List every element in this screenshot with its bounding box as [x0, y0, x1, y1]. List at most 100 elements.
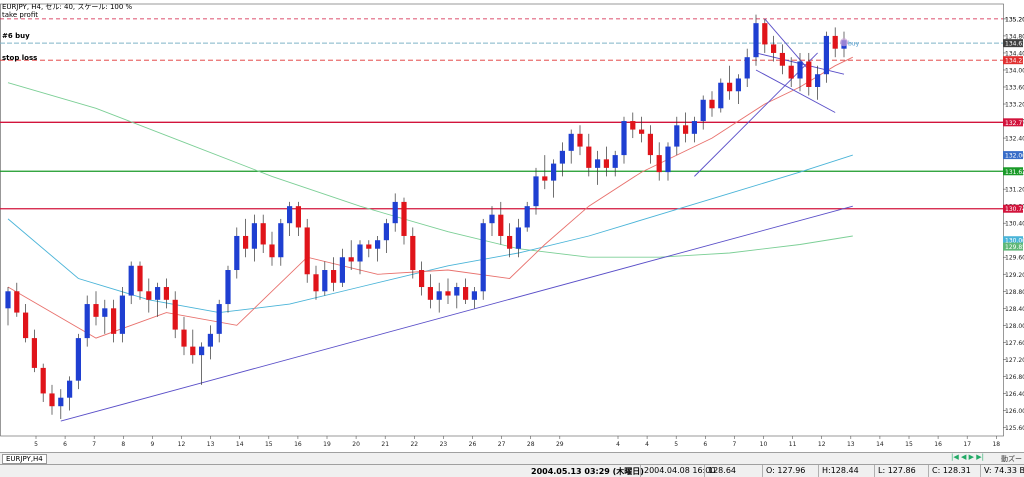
candle-body	[445, 291, 451, 296]
candle	[639, 116, 645, 143]
y-tick-label: 131.20	[1005, 187, 1024, 194]
x-tick-label: 13	[207, 441, 215, 448]
y-tick-label: 130.40	[1005, 221, 1024, 228]
chart-area[interactable]: 125.60 126.00 126.40 126.80 127.20 127.60 128.…	[0, 0, 1024, 452]
candle-body	[375, 240, 381, 249]
candle	[551, 159, 557, 198]
candle	[331, 257, 337, 292]
y-tick-label: 128.40	[1005, 306, 1024, 313]
moving-average-fast	[7, 56, 853, 339]
candle-body	[718, 82, 724, 109]
buy-order-label: #6 buy	[2, 32, 30, 40]
candle-body	[348, 257, 354, 262]
chart-tab-bar: EURJPY,H4 |◀ ◀ ▶ ▶| 動ズー	[0, 452, 1024, 464]
y-tick-label: 133.20	[1005, 102, 1024, 109]
price-label-box	[1003, 39, 1023, 48]
x-tick-label: 15	[905, 441, 913, 448]
candle	[445, 278, 451, 305]
status-bar-time: 2004.04.08 16:00	[644, 466, 716, 475]
candle-body	[674, 125, 680, 147]
candle	[23, 304, 29, 343]
x-tick-label: 4	[616, 441, 620, 448]
candle	[410, 227, 416, 279]
y-tick-label: 127.60	[1005, 340, 1024, 347]
candle-body	[735, 78, 741, 92]
candle	[586, 133, 592, 177]
x-tick-label: 7	[92, 441, 96, 448]
candle-body	[709, 99, 715, 109]
candle-body	[727, 82, 733, 92]
x-tick-label: 6	[63, 441, 67, 448]
status-price: 128.64	[708, 466, 736, 475]
candle	[111, 299, 117, 343]
candle-body	[111, 308, 117, 334]
candle	[75, 333, 81, 390]
status-open: O: 127.96	[766, 466, 806, 475]
candle	[533, 167, 539, 215]
buy-marker-icon	[840, 38, 848, 47]
candle	[84, 295, 90, 347]
scroll-right-icon[interactable]: ▶	[968, 453, 975, 461]
candle	[357, 240, 363, 275]
y-tick-label: 134.40	[1005, 50, 1024, 57]
candle-body	[392, 201, 398, 224]
candle	[146, 278, 152, 313]
candle-body	[788, 65, 794, 79]
price-label: 131.62	[1005, 169, 1024, 176]
price-label: 135.20	[1005, 16, 1024, 23]
candle-body	[383, 223, 389, 241]
candle	[577, 125, 583, 156]
candle-body	[304, 227, 310, 275]
scroll-last-icon[interactable]: ▶|	[976, 453, 984, 461]
scroll-first-icon[interactable]: |◀	[951, 453, 959, 461]
candle	[251, 214, 257, 262]
candle	[603, 146, 609, 177]
candle-body	[427, 287, 433, 300]
y-tick-label: 126.00	[1005, 408, 1024, 415]
y-tick-label: 126.80	[1005, 374, 1024, 381]
candle	[630, 112, 636, 139]
candle-body	[67, 380, 73, 398]
candle	[744, 48, 750, 87]
candle-body	[137, 265, 143, 292]
candle	[199, 342, 205, 385]
candle-body	[489, 214, 495, 224]
status-low: L: 127.86	[878, 466, 916, 475]
candle	[823, 31, 829, 83]
candle	[480, 218, 486, 300]
candle	[383, 218, 389, 253]
scroll-left-icon[interactable]: ◀	[961, 453, 967, 461]
candle	[683, 112, 689, 143]
candle	[207, 325, 213, 360]
candle	[5, 287, 11, 326]
x-tick-label: 10	[760, 441, 768, 448]
x-tick-label: 21	[381, 441, 389, 448]
candle-body	[31, 338, 37, 368]
x-tick-label: 22	[410, 441, 418, 448]
y-tick-label: 134.80	[1005, 33, 1024, 40]
y-tick-label: 128.80	[1005, 289, 1024, 296]
candle-body	[480, 223, 486, 292]
candle-body	[612, 155, 618, 168]
candle	[67, 376, 73, 411]
candle-body	[313, 274, 319, 292]
candle	[691, 116, 697, 143]
candle	[771, 35, 777, 62]
candle-body	[163, 287, 169, 300]
candle	[656, 142, 662, 181]
candle-body	[119, 295, 125, 334]
y-tick-label: 135.20	[1005, 16, 1024, 23]
trendline	[694, 52, 818, 177]
candle-body	[515, 227, 521, 249]
scroll-buttons[interactable]: |◀ ◀ ▶ ▶|	[951, 453, 984, 461]
price-chart[interactable]: 125.60 126.00 126.40 126.80 127.20 127.60 128.…	[0, 0, 1024, 452]
candle	[674, 116, 680, 156]
candle	[832, 27, 838, 58]
trendline	[60, 205, 853, 422]
x-tick-label: 14	[236, 441, 244, 448]
tab-eurjpy-h4[interactable]: EURJPY,H4	[2, 454, 47, 464]
candle	[515, 218, 521, 258]
candle	[163, 278, 169, 309]
candle	[542, 155, 548, 190]
candle	[375, 235, 381, 262]
